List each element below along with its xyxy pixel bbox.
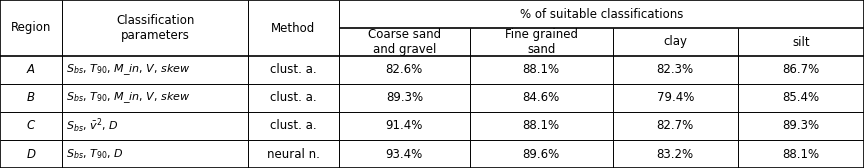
Text: B: B: [27, 92, 35, 104]
Text: clust. a.: clust. a.: [270, 64, 316, 76]
Text: 82.7%: 82.7%: [657, 119, 694, 133]
Text: neural n.: neural n.: [267, 148, 320, 160]
Text: 88.1%: 88.1%: [523, 64, 560, 76]
Text: 93.4%: 93.4%: [385, 148, 423, 160]
Text: silt: silt: [792, 35, 810, 49]
Text: clay: clay: [664, 35, 687, 49]
Text: Fine grained
sand: Fine grained sand: [505, 28, 578, 56]
Text: 89.6%: 89.6%: [523, 148, 560, 160]
Text: A: A: [27, 64, 35, 76]
Text: 89.3%: 89.3%: [386, 92, 422, 104]
Text: 86.7%: 86.7%: [782, 64, 820, 76]
Text: 85.4%: 85.4%: [783, 92, 819, 104]
Text: % of suitable classifications: % of suitable classifications: [519, 8, 683, 20]
Text: Region: Region: [11, 22, 51, 34]
Text: 83.2%: 83.2%: [657, 148, 694, 160]
Text: $S_{bs}$, $\bar{v}^2$, $D$: $S_{bs}$, $\bar{v}^2$, $D$: [66, 117, 118, 135]
Text: C: C: [27, 119, 35, 133]
Text: $S_{bs}$, $T_{90}$, $M\_in$, $V$, $skew$: $S_{bs}$, $T_{90}$, $M\_in$, $V$, $skew$: [66, 91, 190, 105]
Text: clust. a.: clust. a.: [270, 119, 316, 133]
Text: clust. a.: clust. a.: [270, 92, 316, 104]
Text: 88.1%: 88.1%: [783, 148, 819, 160]
Text: 82.3%: 82.3%: [657, 64, 694, 76]
Text: $S_{bs}$, $T_{90}$, $D$: $S_{bs}$, $T_{90}$, $D$: [66, 147, 124, 161]
Text: $S_{bs}$, $T_{90}$, $M\_in$, $V$, $skew$: $S_{bs}$, $T_{90}$, $M\_in$, $V$, $skew$: [66, 63, 190, 77]
Text: D: D: [27, 148, 35, 160]
Text: Classification
parameters: Classification parameters: [116, 14, 194, 42]
Text: 82.6%: 82.6%: [385, 64, 423, 76]
Text: 84.6%: 84.6%: [523, 92, 560, 104]
Text: 79.4%: 79.4%: [657, 92, 694, 104]
Text: 89.3%: 89.3%: [783, 119, 819, 133]
Text: 91.4%: 91.4%: [385, 119, 423, 133]
Text: 88.1%: 88.1%: [523, 119, 560, 133]
Text: Coarse sand
and gravel: Coarse sand and gravel: [368, 28, 441, 56]
Text: Method: Method: [271, 22, 315, 34]
